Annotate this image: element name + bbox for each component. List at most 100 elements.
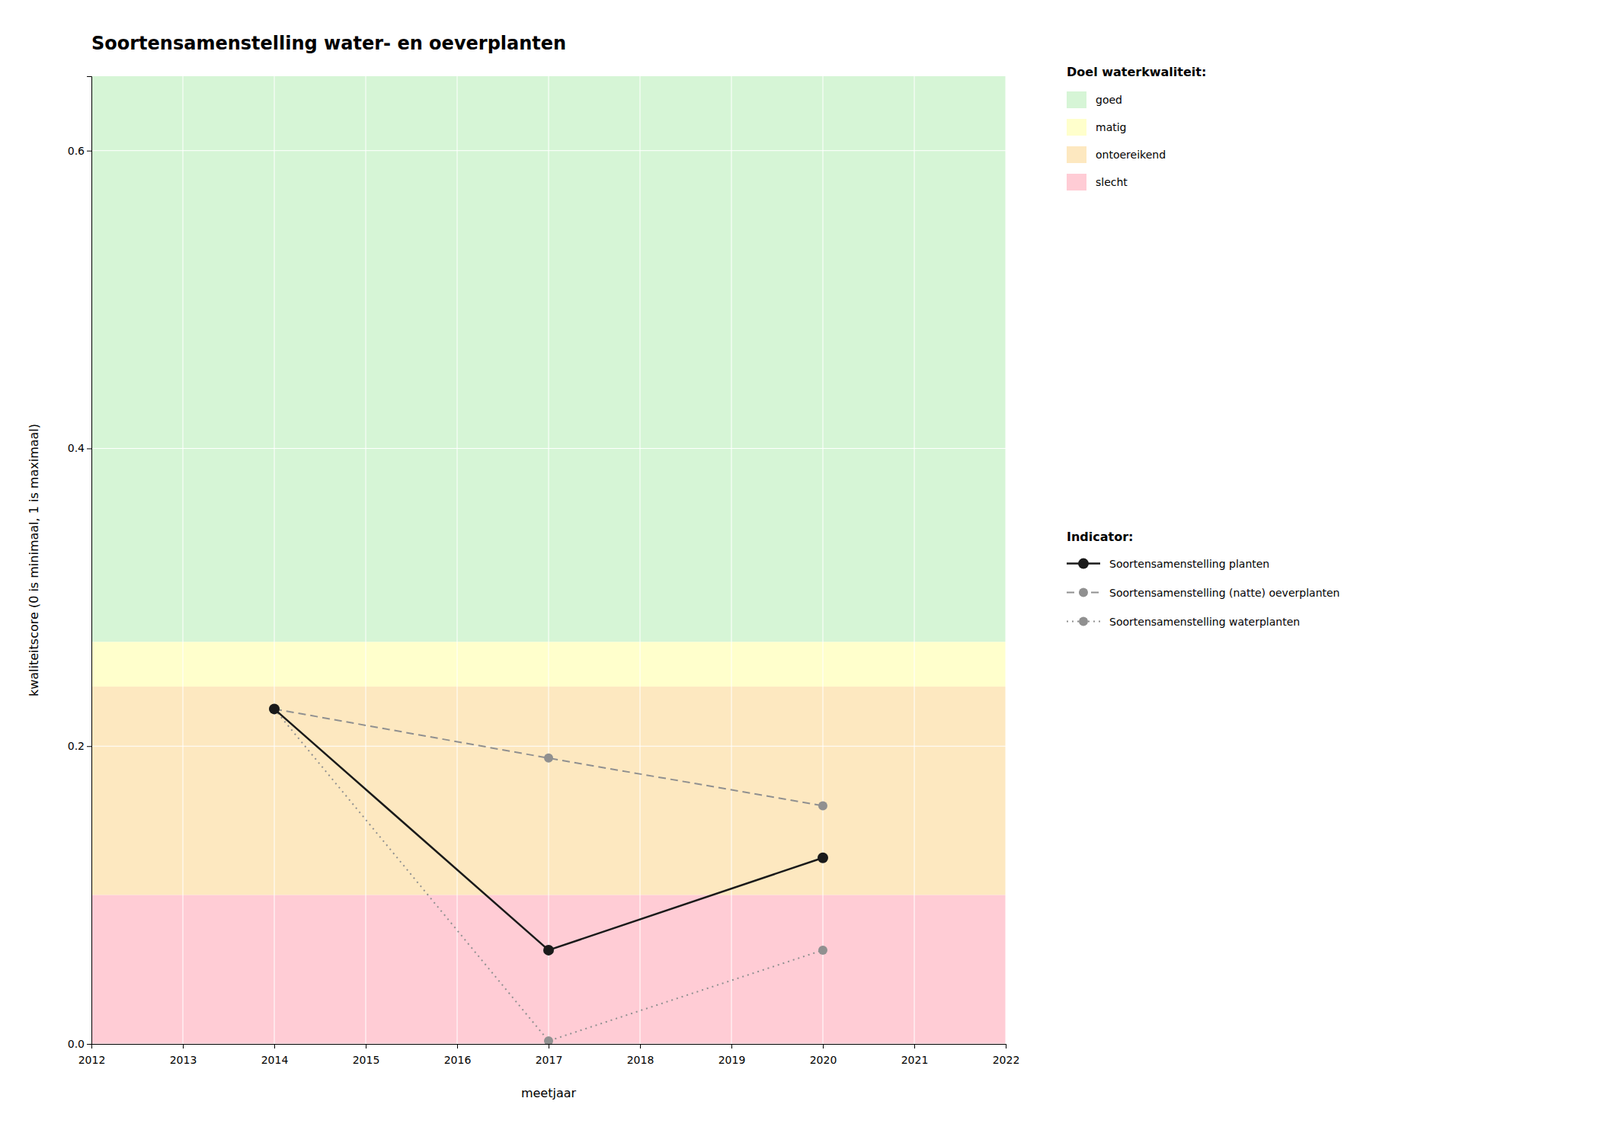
tick-mark	[640, 1043, 641, 1049]
axis-line	[86, 76, 93, 1045]
tick-mark	[822, 1043, 824, 1049]
tick-label: 2015	[352, 1053, 381, 1066]
grid-line	[731, 76, 733, 1044]
x-axis: 2012 2013 2014 2015 2016 2017 2018 2019 2020 2021…	[78, 1043, 1021, 1066]
legend-label: Soortensamenstelling (natte) oeverplante…	[1109, 586, 1340, 599]
tick-label: 0.6	[67, 144, 85, 157]
tick: 0.0	[67, 1037, 92, 1050]
tick-label: 0.2	[67, 739, 85, 752]
grid-line	[1005, 76, 1007, 1044]
chart-title: Soortensamenstelling water- en oeverplan…	[91, 32, 567, 55]
legend-swatch	[1066, 173, 1087, 191]
tick: 2022	[992, 1043, 1021, 1066]
tick: 2019	[718, 1043, 746, 1066]
series-point	[544, 1036, 554, 1044]
legend-item: ontoereikend	[1066, 146, 1166, 164]
legend-swatch	[1066, 146, 1087, 164]
grid-line	[822, 76, 824, 1044]
tick-label: 2013	[169, 1053, 198, 1066]
grid-line	[274, 76, 276, 1044]
tick-label: 0.0	[67, 1037, 85, 1050]
y-axis-title: kwaliteitscore (0 is minimaal, 1 is maxi…	[26, 423, 42, 697]
y-axis: 0.0 0.2 0.4 0.6	[67, 76, 93, 1050]
tick: 0.6	[67, 144, 92, 157]
legend-item: matig	[1066, 118, 1127, 136]
tick: 2015	[352, 1043, 381, 1066]
legend-label: goed	[1095, 93, 1123, 106]
tick-label: 2017	[535, 1053, 564, 1066]
series-point	[269, 704, 279, 714]
tick-label: 2019	[718, 1053, 746, 1066]
tick-label: 2018	[627, 1053, 655, 1066]
series-point	[817, 852, 829, 864]
tick: 0.2	[67, 739, 92, 752]
tick: 2013	[169, 1043, 198, 1066]
grid-line	[365, 76, 367, 1044]
grid	[91, 76, 1006, 1044]
grid-line	[182, 76, 184, 1044]
legend-swatch	[1066, 91, 1087, 109]
legend: Doel waterkwaliteit: goed matig ontoereiken…	[1066, 64, 1340, 628]
series-point	[268, 703, 280, 714]
grid-line	[457, 76, 458, 1044]
legend-label: slecht	[1095, 176, 1128, 189]
tick-mark	[86, 1043, 92, 1045]
tick: 2018	[627, 1043, 655, 1066]
tick-label: 0.4	[67, 441, 85, 455]
tick-mark	[365, 1043, 367, 1049]
tick: 2020	[809, 1043, 838, 1066]
series-point	[543, 944, 554, 956]
tick: 2021	[901, 1043, 929, 1066]
plot: 2012 2013 2014 2015 2016 2017 2018 2019 2020 2021…	[67, 76, 1021, 1066]
tick-label: 2016	[444, 1053, 472, 1066]
legend-item: goed	[1066, 91, 1123, 109]
grid-line	[640, 76, 641, 1044]
tick: 2016	[444, 1043, 472, 1066]
tick-label: 2020	[809, 1053, 838, 1066]
legend-label: Soortensamenstelling waterplanten	[1109, 615, 1300, 628]
series-point	[269, 704, 279, 714]
plot-area	[91, 76, 1006, 1044]
grid-line	[548, 76, 550, 1044]
tick-mark	[914, 1043, 916, 1049]
tick: 2017	[535, 1043, 564, 1066]
tick-mark	[548, 1043, 550, 1049]
series-line	[274, 708, 823, 1041]
legend-marker	[1078, 588, 1088, 598]
legend-item: Soortensamenstelling waterplanten	[1066, 615, 1300, 628]
legend-item: slecht	[1066, 173, 1128, 191]
tick-label: 2021	[901, 1053, 929, 1066]
legend-item: Soortensamenstelling planten	[1066, 557, 1270, 570]
tick-mark	[274, 1043, 276, 1049]
tick-mark	[86, 150, 92, 152]
legend-title: Indicator:	[1066, 529, 1134, 544]
tick-mark	[86, 448, 92, 449]
tick: 0.4	[67, 441, 92, 455]
tick-mark	[731, 1043, 733, 1049]
tick-label: 2022	[992, 1053, 1021, 1066]
x-axis-title: meetjaar	[521, 1085, 577, 1101]
tick: 2014	[261, 1043, 289, 1066]
tick-mark	[86, 745, 92, 747]
legend-label: matig	[1095, 121, 1127, 134]
series-line	[274, 708, 823, 806]
axis-line	[92, 1044, 1007, 1050]
legend-title: Doel waterkwaliteit:	[1066, 64, 1207, 80]
legend-label: Soortensamenstelling planten	[1109, 557, 1270, 570]
tick-label: 2014	[261, 1053, 289, 1066]
legend-item: Soortensamenstelling (natte) oeverplante…	[1066, 586, 1340, 599]
legend-swatch	[1066, 118, 1087, 136]
series-point	[818, 945, 828, 955]
grid-line	[914, 76, 916, 1044]
series-line	[274, 708, 823, 951]
chart: 2012 2013 2014 2015 2016 2017 2018 2019 2020 2021…	[0, 0, 1600, 1143]
legend-marker	[1078, 558, 1089, 570]
legend-label: ontoereikend	[1095, 148, 1166, 161]
series-point	[544, 753, 554, 763]
tick-mark	[1005, 1043, 1007, 1049]
series-point	[818, 800, 828, 810]
legend-marker	[1078, 617, 1088, 627]
tick-label: 2012	[78, 1053, 106, 1066]
tick-mark	[457, 1043, 458, 1049]
tick-mark	[182, 1043, 184, 1049]
